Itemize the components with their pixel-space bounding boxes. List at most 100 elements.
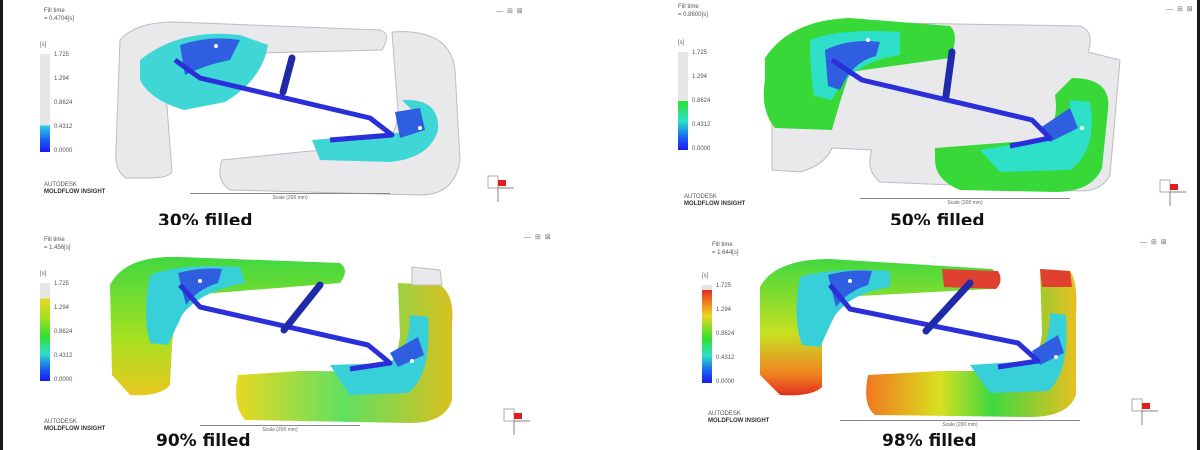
- legend-tick: 0.4312: [692, 122, 711, 128]
- result-title: Fill time: [678, 4, 699, 10]
- result-time: = 0.4704[s]: [44, 16, 74, 22]
- viewport-toolbar[interactable]: — ⊞ ⊠: [1140, 239, 1168, 246]
- scale-bar: Scale (200 mm): [200, 425, 360, 435]
- ejector-hole: [410, 359, 414, 363]
- fill-front-right: [312, 99, 439, 162]
- software-brand: AUTODESK MOLDFLOW INSIGHT: [708, 411, 769, 425]
- runner-system: [178, 283, 393, 372]
- legend-tick: 0.8624: [692, 98, 711, 104]
- scale-line: [200, 425, 360, 426]
- fill-percentage-caption: 50% filled: [890, 211, 985, 225]
- part-model-view: [110, 256, 453, 423]
- legend-tick: 1.294: [54, 76, 70, 82]
- runner-system: [173, 57, 395, 143]
- legend-tick: 0.8624: [54, 329, 73, 335]
- legend-tick: 1.294: [692, 74, 708, 80]
- legend-unit: [s]: [40, 42, 47, 48]
- color-legend-icon: [40, 283, 50, 381]
- result-time: = 0.8600[s]: [678, 12, 708, 18]
- fill-end-region-top: [942, 269, 1001, 289]
- legend-tick: 1.294: [716, 307, 732, 313]
- ejector-hole: [866, 38, 870, 42]
- legend-tick: 0.0000: [716, 379, 735, 385]
- runner-system: [828, 283, 1041, 370]
- scale-line: [190, 193, 390, 194]
- scale-label: Scale (200 mm): [272, 195, 308, 201]
- fill-gate-region-right: [395, 108, 425, 138]
- brand-line-1: AUTODESK: [684, 194, 717, 200]
- ejector-hole: [198, 279, 202, 283]
- brand-line-2: MOLDFLOW INSIGHT: [684, 201, 746, 207]
- brand-line-2: MOLDFLOW INSIGHT: [708, 418, 770, 424]
- brand-line-2: MOLDFLOW INSIGHT: [44, 189, 106, 195]
- ejector-hole: [848, 279, 852, 283]
- viewport-toolbar[interactable]: — ⊞ ⊠: [1166, 6, 1194, 13]
- color-legend-icon: [40, 54, 50, 152]
- scale-label: Scale (200 mm): [942, 422, 978, 428]
- software-brand: AUTODESK MOLDFLOW INSIGHT: [684, 194, 745, 208]
- legend-tick: 1.725: [54, 281, 70, 287]
- part-model-view: [760, 259, 1077, 417]
- axis-triad-icon[interactable]: [500, 401, 540, 441]
- part-model-view: [763, 18, 1121, 192]
- software-brand: AUTODESK MOLDFLOW INSIGHT: [44, 182, 105, 196]
- fill-mid-left: [796, 269, 890, 347]
- viewport-toolbar[interactable]: — ⊞ ⊠: [496, 8, 524, 15]
- fill-mid-right: [330, 315, 429, 395]
- legend-tick: 0.8624: [54, 100, 73, 106]
- legend-tick: 0.4312: [54, 353, 73, 359]
- color-legend: [s] 1.725 1.294 0.8624 0.4312 0.0000: [702, 273, 762, 393]
- result-time: = 1.644[s]: [712, 250, 739, 256]
- legend-tick: 1.294: [54, 305, 70, 311]
- fill-percentage-caption: 90% filled: [156, 431, 251, 450]
- fill-gate-region-right: [1040, 108, 1078, 142]
- result-title: Fill time: [44, 237, 65, 243]
- ejector-hole: [214, 44, 218, 48]
- fill-mid-right: [980, 100, 1092, 172]
- legend-unit: [s]: [40, 271, 47, 277]
- brand-line-1: AUTODESK: [708, 411, 741, 417]
- viewport-toolbar[interactable]: — ⊞ ⊠: [524, 234, 552, 241]
- scale-line: [840, 420, 1080, 421]
- unfilled-tab: [411, 266, 443, 286]
- axis-triad-icon[interactable]: [1156, 172, 1196, 212]
- software-brand: AUTODESK MOLDFLOW INSIGHT: [44, 419, 105, 433]
- scale-label: Scale (200 mm): [262, 427, 298, 433]
- fill-gate-region-right: [1032, 335, 1064, 365]
- color-legend: [s] 1.725 1.294 0.8624 0.4312 0.0000: [40, 42, 100, 162]
- color-legend: [s] 1.725 1.294 0.8624 0.4312 0.0000: [40, 271, 100, 391]
- panel-98-percent: Fill time = 1.644[s] — ⊞ ⊠ [s] 1.725 1.2…: [600, 225, 1200, 450]
- brand-line-1: AUTODESK: [44, 182, 77, 188]
- panel-30-percent: Fill time = 0.4704[s] — ⊞ ⊠ [s] 1.725 1.…: [0, 0, 600, 225]
- runner-system: [830, 57, 1053, 149]
- ejector-hole: [1054, 355, 1058, 359]
- axis-triad-icon[interactable]: [484, 168, 524, 208]
- legend-tick: 0.0000: [54, 377, 73, 383]
- part-model-view: [115, 21, 461, 196]
- scale-bar: Scale (200 mm): [840, 420, 1080, 430]
- fill-gate-region-left: [825, 41, 880, 90]
- scale-label: Scale (200 mm): [947, 200, 983, 206]
- fill-front-left: [140, 33, 268, 110]
- scale-line: [860, 198, 1070, 199]
- color-legend-icon: [702, 285, 712, 383]
- fill-mid-left: [146, 266, 245, 345]
- legend-tick: 0.0000: [692, 146, 711, 152]
- fill-percentage-caption: 98% filled: [882, 431, 977, 450]
- legend-tick: 1.725: [692, 50, 708, 56]
- color-legend: [s] 1.725 1.294 0.8624 0.4312 0.0000: [678, 40, 738, 160]
- result-title: Fill time: [712, 242, 733, 248]
- legend-tick: 0.4312: [54, 124, 73, 130]
- fill-gate-region-left: [180, 38, 240, 75]
- legend-tick: 0.8624: [716, 331, 735, 337]
- panel-50-percent: Fill time = 0.8600[s] — ⊞ ⊠ [s] 1.725 1.…: [600, 0, 1200, 225]
- legend-tick: 0.4312: [716, 355, 735, 361]
- fill-end-region-right: [1040, 269, 1072, 287]
- legend-tick: 1.725: [716, 283, 732, 289]
- sprue: [922, 279, 974, 335]
- brand-line-1: AUTODESK: [44, 419, 77, 425]
- axis-triad-icon[interactable]: [1128, 391, 1168, 431]
- fill-gate-region-right: [390, 337, 424, 367]
- result-time: = 1.456[s]: [44, 245, 71, 251]
